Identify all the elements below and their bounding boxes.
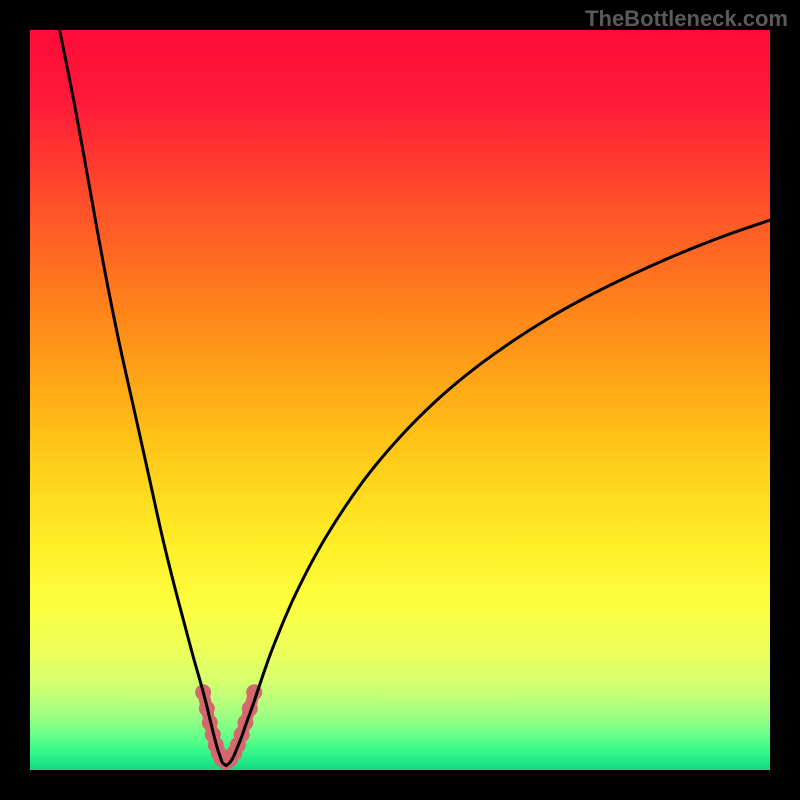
figure-container: TheBottleneck.com: [0, 0, 800, 800]
plot-area: [30, 30, 770, 770]
curve-right: [226, 220, 770, 765]
curve-layer: [30, 30, 770, 770]
curve-left: [60, 30, 227, 766]
watermark-text: TheBottleneck.com: [585, 6, 788, 32]
